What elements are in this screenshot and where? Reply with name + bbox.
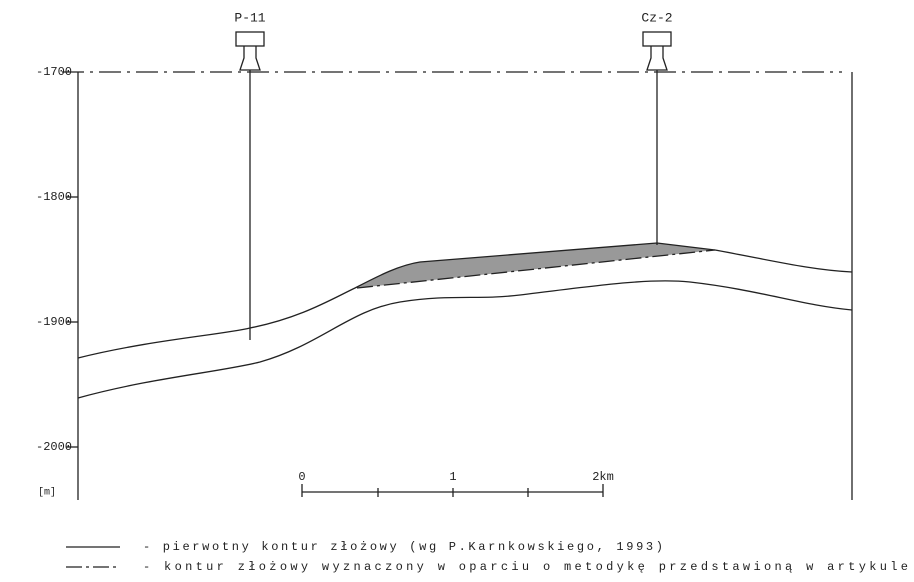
well-icon bbox=[642, 31, 672, 47]
depth-label: -1700 bbox=[36, 65, 72, 79]
dashed-contour bbox=[356, 249, 716, 289]
well-icon bbox=[239, 46, 261, 71]
scale-label: 2km bbox=[592, 470, 614, 484]
depth-label: -2000 bbox=[36, 440, 72, 454]
depth-label: -1900 bbox=[36, 315, 72, 329]
legend-text: - pierwotny kontur złożowy (wg P.Karnkow… bbox=[143, 540, 663, 554]
deposit bbox=[355, 243, 715, 288]
scale-bar bbox=[301, 484, 604, 497]
well-icon bbox=[646, 46, 668, 71]
scale-label: 0 bbox=[298, 470, 305, 484]
scale-label: 1 bbox=[449, 470, 456, 484]
well-label: Cz-2 bbox=[641, 10, 672, 25]
unit-label: [m] bbox=[38, 487, 56, 499]
well-label: P-11 bbox=[234, 10, 265, 25]
legend-text: - kontur złożowy wyznaczony w oparciu o … bbox=[143, 560, 908, 574]
well-icon bbox=[235, 31, 265, 47]
depth-label: -1800 bbox=[36, 190, 72, 204]
lower-horizon bbox=[77, 280, 853, 399]
upper-horizon bbox=[77, 242, 853, 359]
